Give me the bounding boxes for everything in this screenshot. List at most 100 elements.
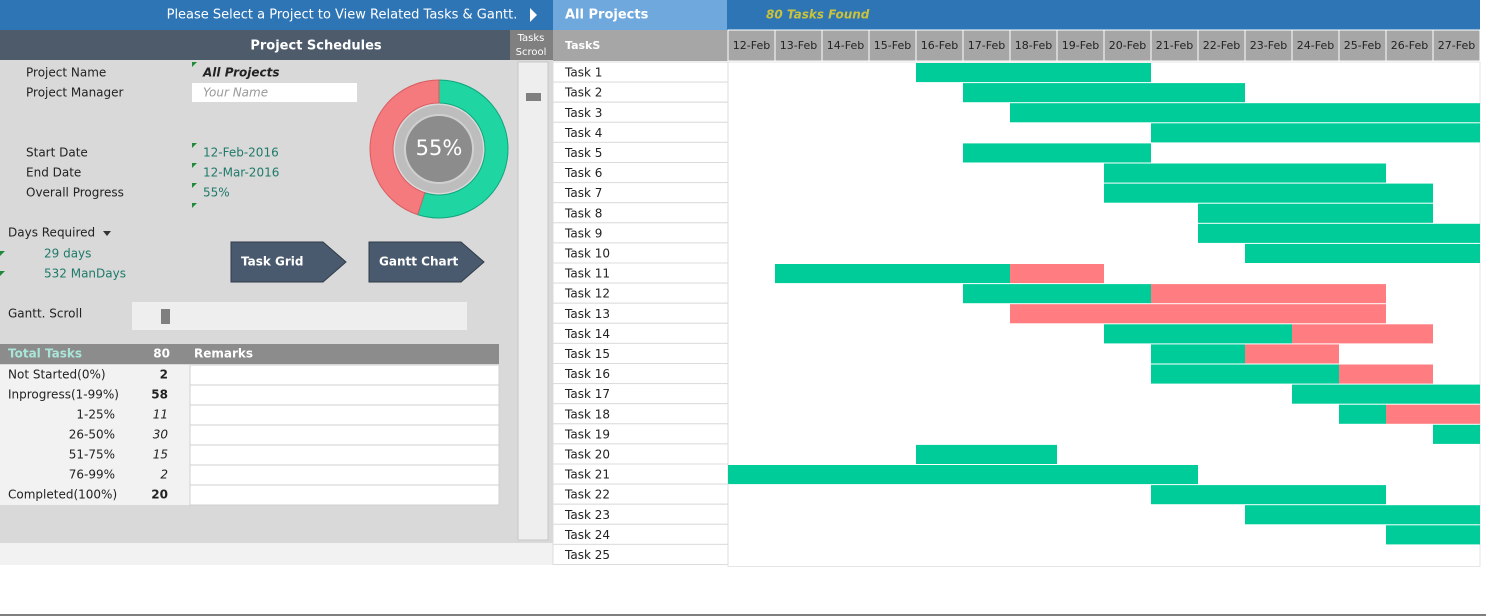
date-label: 17-Feb (968, 39, 1005, 52)
stats-label: Inprogress(1-99%) (8, 388, 119, 402)
stats-title: Total Tasks (8, 347, 82, 361)
task-name: Task 19 (564, 427, 610, 441)
task-name: Task 7 (564, 186, 602, 200)
manager-input (192, 83, 357, 102)
project-name[interactable]: All Projects (565, 8, 649, 23)
field-label: Project Manager (26, 86, 124, 100)
remarks-cell (189, 424, 500, 446)
bar-overdue (1010, 264, 1104, 284)
days-label[interactable]: Days Required (8, 226, 95, 240)
task-scroll-track (517, 61, 549, 541)
task-header (553, 30, 728, 61)
cell-flag (192, 183, 197, 188)
date-label: 24-Feb (1297, 39, 1334, 52)
bar-done (1151, 485, 1386, 505)
date-label: 12-Feb (733, 39, 770, 52)
date-label: 26-Feb (1391, 39, 1428, 52)
stats-label: 76-99% (69, 468, 115, 482)
date-label: 20-Feb (1109, 39, 1146, 52)
bar-done (1104, 163, 1386, 183)
task-name: Task 9 (564, 226, 602, 240)
bar-done (1433, 424, 1480, 444)
bar-done (1151, 364, 1339, 384)
task-name: Task 4 (564, 126, 602, 140)
remarks-cell (189, 384, 500, 406)
date-header (1150, 29, 1199, 62)
task-scroll-thumb[interactable] (526, 93, 541, 101)
task-name: Task 11 (564, 267, 610, 281)
field-value[interactable]: Your Name (203, 86, 268, 100)
nav-button[interactable] (230, 241, 347, 283)
stats-label: 26-50% (69, 428, 115, 442)
select-arrow[interactable] (530, 8, 537, 22)
task-name: Task 20 (564, 447, 610, 461)
stats-label: 51-75% (69, 448, 115, 462)
prompt: Please Select a Project to View Related … (167, 8, 518, 23)
panel-foot (0, 543, 553, 565)
progress-remaining (369, 79, 440, 216)
task-name: Task 2 (564, 86, 602, 100)
progress-done (417, 79, 509, 219)
scroll-title: Scrool (516, 47, 547, 58)
date-label: 21-Feb (1156, 39, 1193, 52)
project-cell (553, 0, 727, 30)
task-name: Task 22 (564, 488, 610, 502)
task-name: Task 14 (564, 327, 610, 341)
bar-done (963, 83, 1245, 103)
field-label: End Date (26, 166, 81, 180)
task-name: Task 16 (564, 367, 610, 381)
nav-button[interactable] (368, 241, 485, 283)
remarks-title: Remarks (194, 347, 253, 361)
date-header (727, 29, 776, 62)
remarks-header (190, 344, 499, 364)
task-name: Task 12 (564, 287, 610, 301)
stats-count: 11 (153, 408, 168, 422)
date-header (1197, 29, 1246, 62)
days-dropdown[interactable] (103, 231, 111, 236)
bar-overdue (1339, 364, 1433, 384)
donut-center (404, 114, 474, 184)
bar-done (963, 143, 1151, 163)
date-label: 22-Feb (1203, 39, 1240, 52)
days-value: 29 days (44, 247, 91, 261)
bottom-line (0, 614, 1486, 616)
cell-flag (192, 203, 197, 208)
bar-done (1245, 505, 1480, 525)
field-value: All Projects (202, 66, 280, 80)
bar-done (1386, 525, 1480, 545)
date-header (1432, 29, 1481, 62)
progress-label: 55% (416, 136, 463, 160)
field-value: 55% (203, 186, 230, 200)
date-header (962, 29, 1011, 62)
bar-done (1151, 344, 1245, 364)
date-header (821, 29, 870, 62)
task-name: Task 25 (564, 548, 610, 562)
date-label: 19-Feb (1062, 39, 1099, 52)
date-label: 25-Feb (1344, 39, 1381, 52)
stats-count: 30 (153, 428, 169, 442)
remarks-cell (189, 364, 500, 386)
stats-count: 20 (151, 488, 168, 502)
field-value: 12-Mar-2016 (203, 166, 279, 180)
bar-done (916, 444, 1057, 464)
task-name: Task 18 (564, 407, 610, 421)
cell-flag (0, 271, 5, 276)
bar-done (1104, 324, 1292, 344)
stats-row (0, 405, 190, 425)
bar-overdue (1245, 344, 1339, 364)
bar-done (1010, 103, 1480, 123)
nav-button-label[interactable]: Gantt Chart (379, 255, 459, 269)
stats-row (0, 365, 190, 385)
bar-done (775, 264, 1010, 284)
date-label: 16-Feb (921, 39, 958, 52)
bar-done (1151, 123, 1480, 143)
gantt-scroll-thumb[interactable] (161, 309, 170, 324)
nav-button-label[interactable]: Task Grid (241, 255, 304, 269)
date-label: 27-Feb (1438, 39, 1475, 52)
date-header (915, 29, 964, 62)
man-days-value: 532 ManDays (44, 267, 126, 281)
date-label: 14-Feb (827, 39, 864, 52)
date-label: 18-Feb (1015, 39, 1052, 52)
cell-flag (192, 143, 197, 148)
task-header-label: TaskS (565, 39, 600, 52)
